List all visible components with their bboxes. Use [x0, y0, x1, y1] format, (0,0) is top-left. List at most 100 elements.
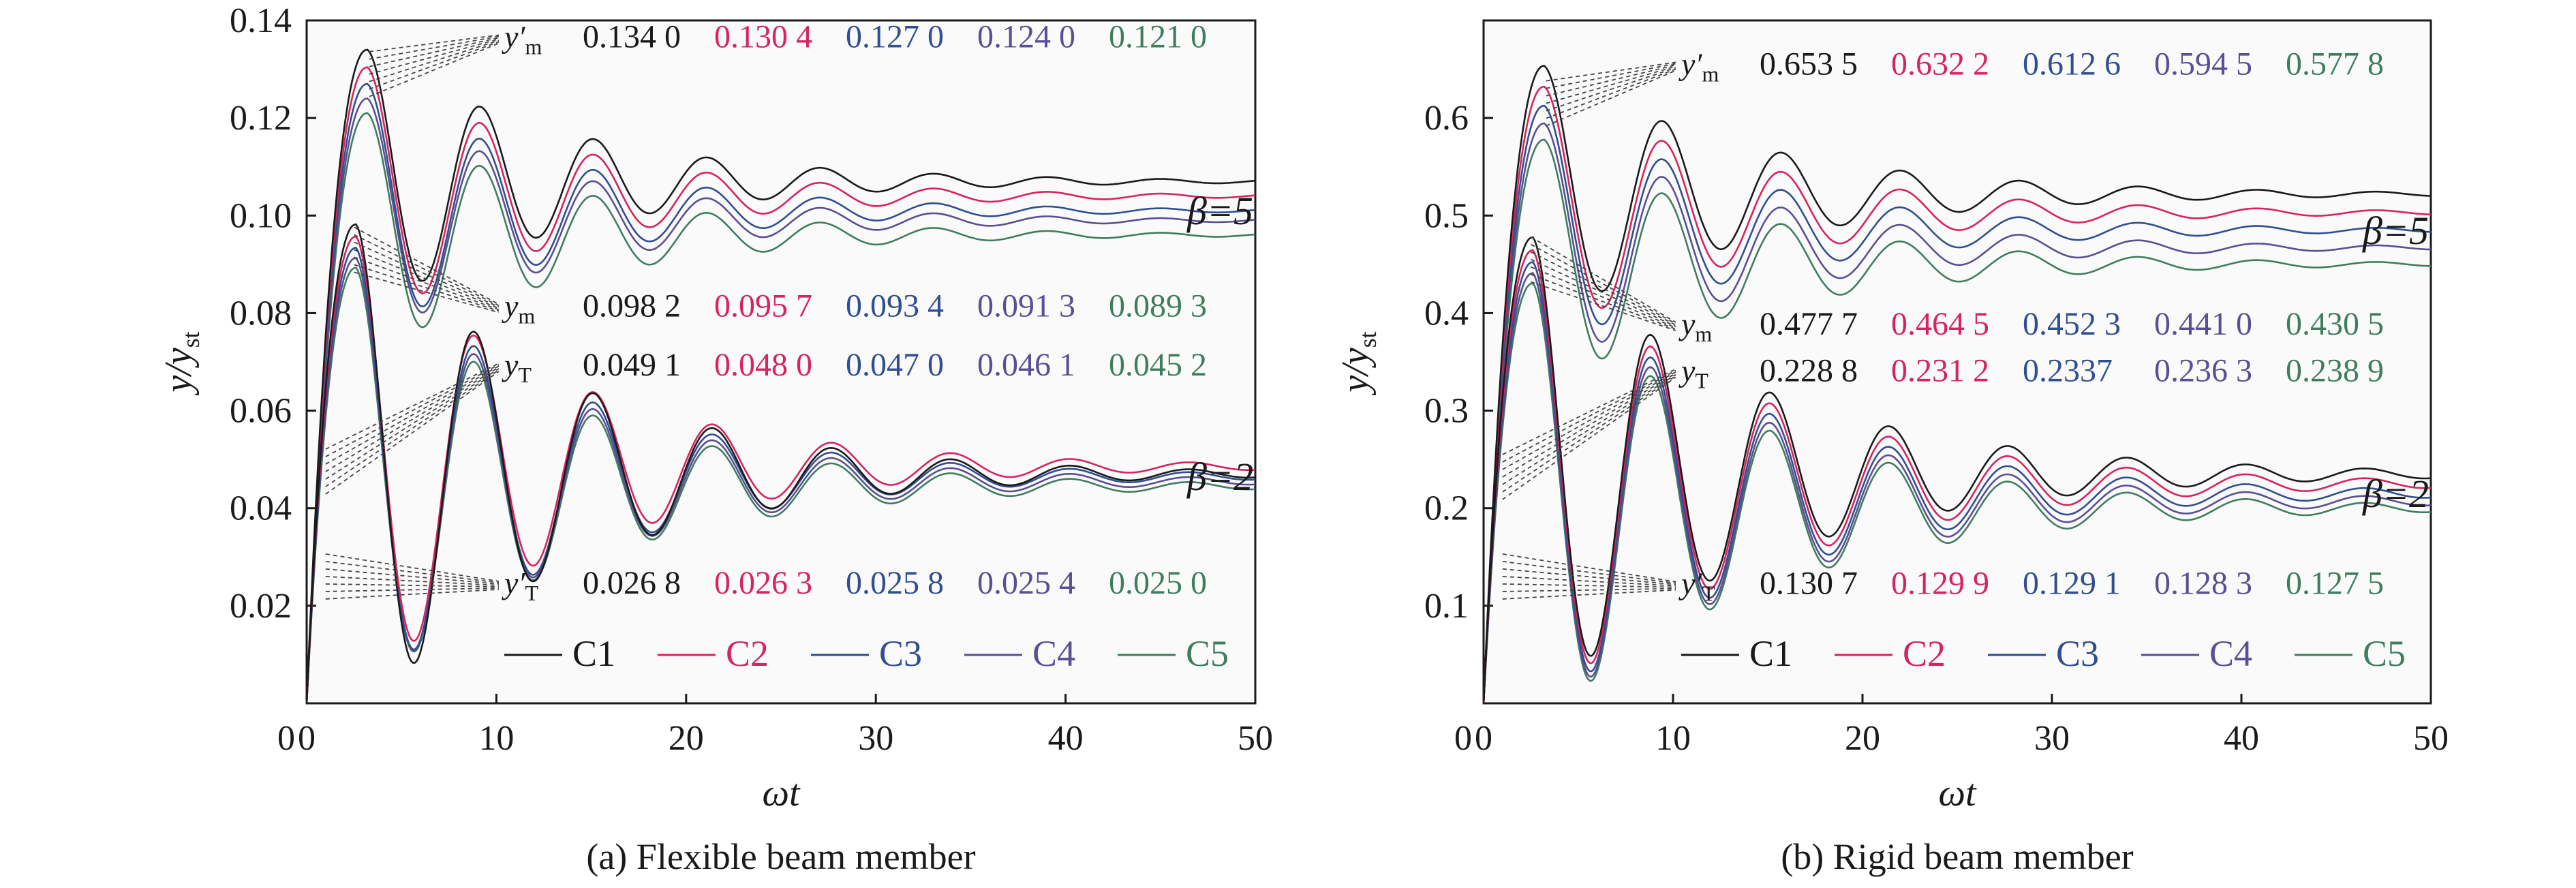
annotation-leader	[1502, 375, 1676, 493]
series-line-beta5-c3	[305, 82, 1256, 704]
y-tick-label: 0.3	[1424, 392, 1469, 431]
annotation-leader	[325, 587, 500, 592]
y-tick-label: 0.08	[230, 294, 292, 333]
series-line-beta2-c1	[1482, 236, 2432, 704]
annotation-value: 0.026 8	[583, 565, 681, 601]
annotation-symbol-main: y′	[502, 566, 525, 600]
annotation-value: 0.026 3	[714, 565, 812, 601]
legend-label-c1: C1	[572, 633, 615, 674]
annotation-symbol-main: y	[1678, 307, 1696, 341]
annotation-leader	[325, 583, 500, 587]
annotation-leader	[1502, 371, 1676, 470]
annotation-symbol-sub: m	[518, 303, 535, 328]
annotation-value: 0.046 1	[977, 347, 1075, 383]
annotation-symbol-sub: m	[1702, 61, 1719, 86]
y-tick-label: 0.5	[1424, 196, 1469, 235]
annotation-value: 0.047 0	[846, 347, 944, 383]
legend-label-c2: C2	[726, 633, 769, 674]
annotation-value: 0.121 0	[1109, 18, 1207, 55]
panel-caption: (a) Flexible beam member	[586, 836, 975, 877]
series-line-beta5-c4	[305, 97, 1256, 704]
annotation-value: 0.464 5	[1891, 306, 1989, 342]
annotation-leader	[1502, 576, 1676, 587]
x-tick-label: 10	[478, 719, 514, 758]
annotation-value: 0.129 1	[2023, 566, 2121, 602]
series-line-beta5-c5	[1482, 138, 2431, 704]
annotation-symbol: y′T	[1678, 566, 1715, 606]
series-line-beta2-c1	[305, 223, 1256, 704]
y-axis-label-text: y/y	[1334, 348, 1377, 395]
annotation-value: 0.124 0	[977, 18, 1075, 55]
annotation-symbol-sub: m	[525, 34, 542, 59]
annotation-symbol: y′m	[1678, 46, 1719, 86]
annotation-leader	[1502, 561, 1676, 584]
x-tick-label: 0	[1454, 719, 1472, 758]
y-tick-label: 0.12	[230, 99, 292, 138]
annotation-leader	[325, 568, 500, 585]
series-line-beta5-c3	[1482, 104, 2432, 704]
annotation-value: 0.089 3	[1109, 288, 1207, 324]
annotation-leader	[369, 41, 500, 90]
annotation-value: 0.228 8	[1760, 353, 1858, 389]
x-tick-label: 30	[2034, 719, 2070, 758]
annotation-symbol: yT	[1678, 354, 1708, 393]
x-tick-label: 0	[298, 719, 316, 758]
annotation-symbol: yT	[502, 348, 532, 387]
series-line-beta2-c4	[305, 257, 1256, 704]
annotation-symbol-sub: T	[518, 363, 532, 387]
annotation-leader	[1546, 67, 1676, 112]
series-line-beta5-c2	[305, 66, 1256, 704]
annotation-leader	[325, 367, 500, 472]
y-tick-label: 0.10	[230, 196, 292, 235]
annotation-value: 0.025 4	[977, 565, 1075, 601]
annotation-value: 0.127 5	[2286, 566, 2384, 602]
annotation-value: 0.477 7	[1760, 306, 1858, 342]
y-tick-label: 0.06	[230, 392, 292, 431]
annotation-symbol-sub: T	[1702, 581, 1715, 606]
series-line-beta5-c4	[1482, 122, 2432, 704]
legend-label-c4: C4	[1032, 633, 1075, 674]
annotation-symbol-sub: T	[1695, 369, 1708, 393]
y-axis-label: y/yst	[1334, 331, 1381, 395]
y-tick-label: 0.6	[1424, 99, 1469, 138]
legend-label-c3: C3	[879, 633, 922, 674]
x-axis-label: ωt	[1938, 772, 1977, 814]
annotation-value: 0.045 2	[1109, 347, 1207, 383]
chart-panel-b: 0 10 20 30 40 50 0.1 0.2 0.3 0.4 0.5 0.6 0 ωt y/yst (b)…	[1334, 19, 2449, 877]
annotation-symbol: ym	[1678, 307, 1712, 346]
annotation-symbol: ym	[502, 288, 535, 328]
annotation-value: 0.441 0	[2154, 306, 2252, 342]
legend-label-c2: C2	[1903, 633, 1946, 674]
annotation-leader	[1502, 372, 1676, 478]
x-tick-label: 30	[858, 719, 893, 758]
series-line-beta5-c1	[1482, 65, 2431, 704]
annotation-leader	[1546, 70, 1676, 127]
annotation-leader	[354, 226, 500, 305]
annotation-leader	[1502, 587, 1676, 592]
annotation-leader	[1502, 369, 1676, 463]
y-tick-label: 0.2	[1424, 489, 1469, 528]
annotation-leader	[1502, 368, 1676, 455]
annotation-symbol-sub: m	[1695, 322, 1712, 346]
annotation-value: 0.093 4	[846, 288, 944, 324]
annotation-leader	[325, 363, 500, 450]
x-tick-label: 20	[669, 719, 704, 758]
beta-label: β=2	[1186, 455, 1253, 499]
y-axis-label-sub: st	[1354, 331, 1381, 348]
annotation-leader	[354, 271, 500, 313]
beta-label: β=5	[1186, 189, 1253, 233]
beta-label: β=2	[2362, 472, 2429, 516]
x-tick-label: 40	[2224, 719, 2259, 758]
x-tick-label: 40	[1048, 719, 1084, 758]
annotation-symbol-sub: T	[525, 581, 538, 605]
annotation-value: 0.594 5	[2154, 46, 2252, 82]
y-tick-label: 0.1	[1424, 587, 1469, 626]
annotation-value: 0.130 7	[1760, 566, 1858, 602]
annotation-value: 0.2337	[2023, 353, 2113, 389]
annotation-leader	[325, 553, 500, 582]
annotation-value: 0.236 3	[2154, 353, 2252, 389]
y-axis-label-sub: st	[177, 331, 204, 348]
annotation-symbol-main: y′	[1678, 566, 1702, 601]
